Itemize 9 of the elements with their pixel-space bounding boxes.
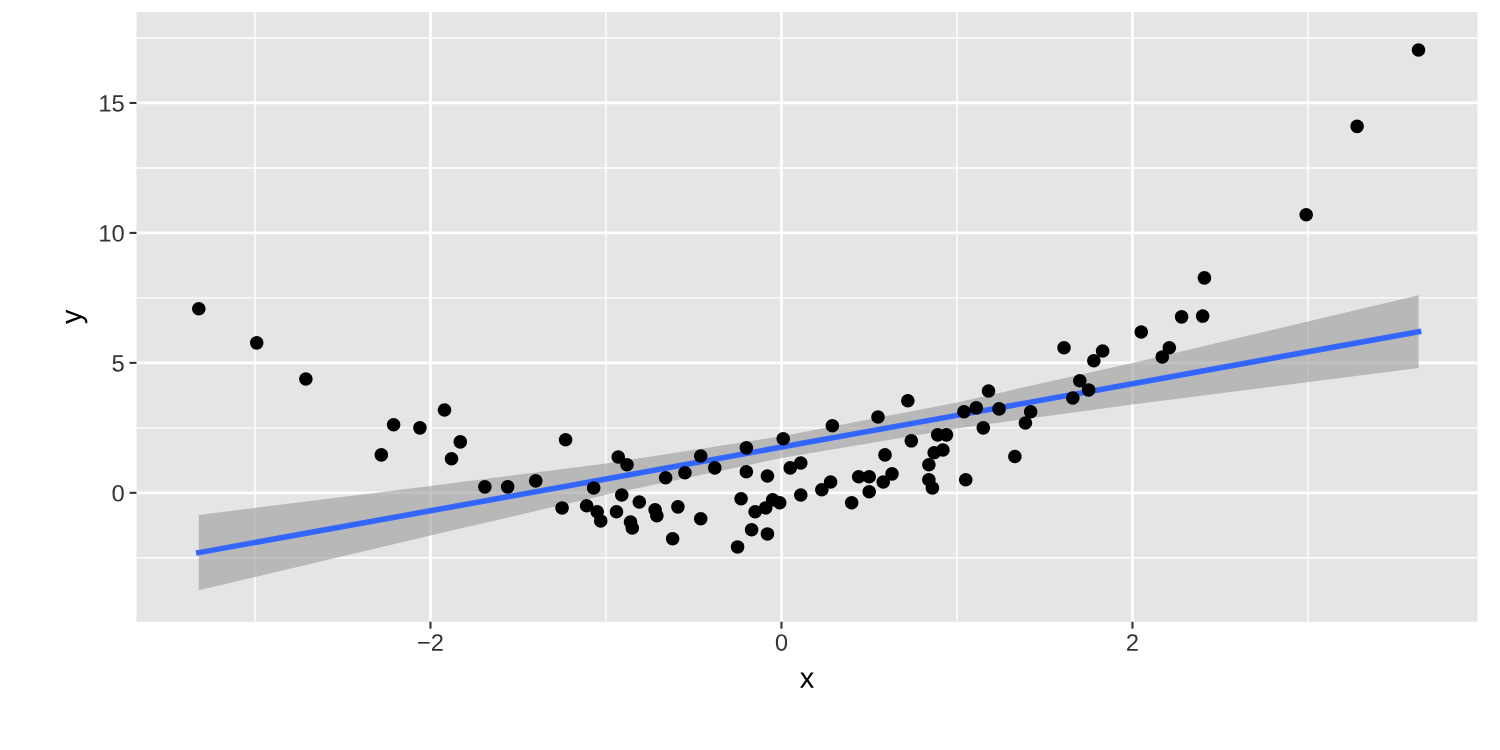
x-axis-title: x [800,672,814,688]
y-tick-label: 15 [100,95,124,112]
y-axis-title: y [65,309,88,325]
y-tick-label: 5 [112,355,124,372]
x-tick-label: 0 [775,634,788,651]
y-tick-label: 0 [112,484,124,502]
x-tick-label: 2 [1127,634,1138,651]
x-tick-label: −2 [418,634,443,651]
y-tick-label: 10 [100,224,124,242]
